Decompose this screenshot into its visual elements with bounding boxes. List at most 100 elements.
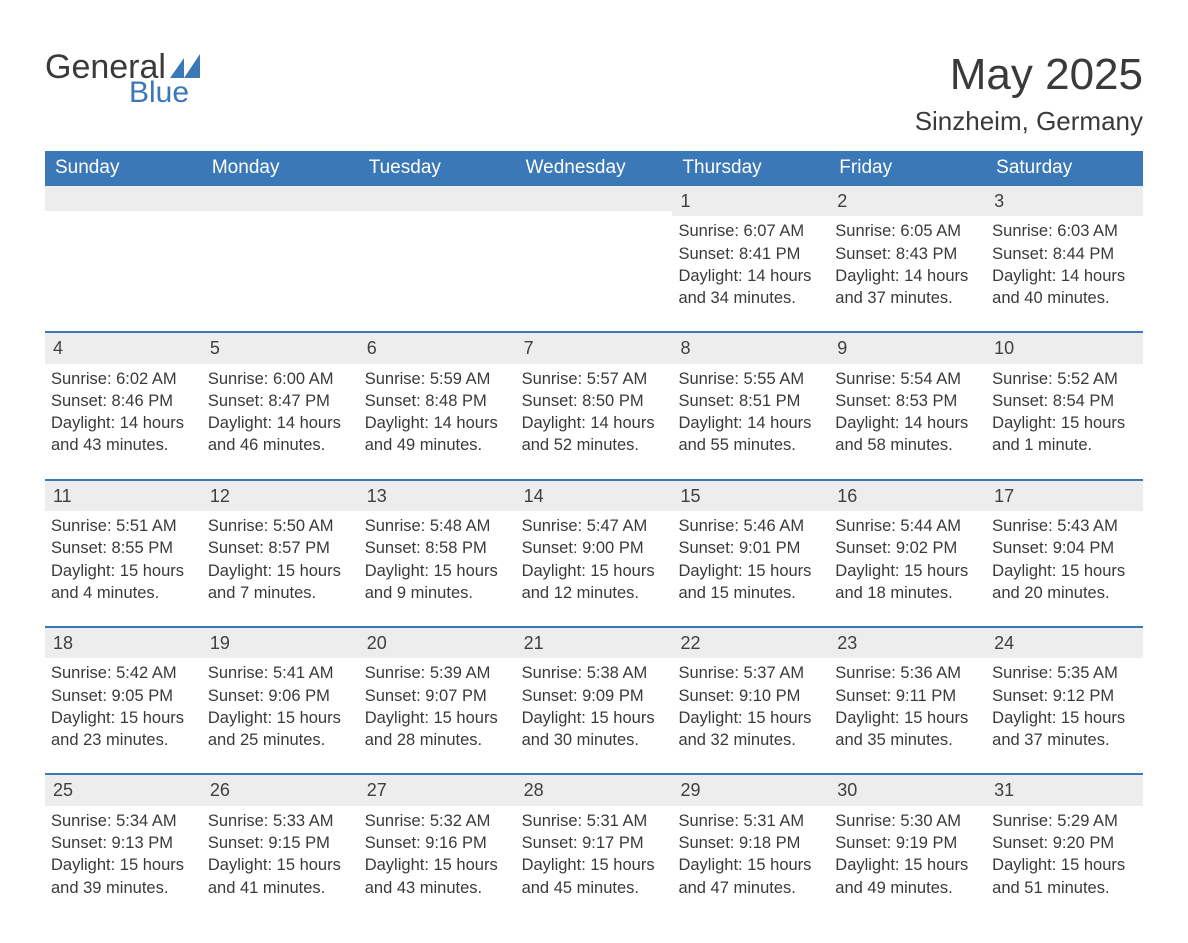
day-number: 26 [202,775,359,805]
sunrise-text: Sunrise: 5:42 AM [51,662,196,684]
day-number: 2 [829,186,986,216]
day-cell: 9Sunrise: 5:54 AMSunset: 8:53 PMDaylight… [829,333,986,460]
day-cell: 5Sunrise: 6:00 AMSunset: 8:47 PMDaylight… [202,333,359,460]
daylight-text: Daylight: 15 hours and 1 minute. [992,412,1137,457]
sunset-text: Sunset: 9:02 PM [835,537,980,559]
day-body: Sunrise: 5:29 AMSunset: 9:20 PMDaylight:… [986,806,1143,903]
day-number: 18 [45,628,202,658]
sunset-text: Sunset: 8:47 PM [208,390,353,412]
month-title: May 2025 [915,50,1143,100]
daylight-text: Daylight: 15 hours and 9 minutes. [365,560,510,605]
day-body: Sunrise: 5:33 AMSunset: 9:15 PMDaylight:… [202,806,359,903]
week-row: 1Sunrise: 6:07 AMSunset: 8:41 PMDaylight… [45,186,1143,313]
daylight-text: Daylight: 14 hours and 40 minutes. [992,265,1137,310]
sunrise-text: Sunrise: 5:52 AM [992,368,1137,390]
day-cell: 6Sunrise: 5:59 AMSunset: 8:48 PMDaylight… [359,333,516,460]
daylight-text: Daylight: 15 hours and 20 minutes. [992,560,1137,605]
title-block: May 2025 Sinzheim, Germany [915,50,1143,137]
sunrise-text: Sunrise: 5:51 AM [51,515,196,537]
day-cell: 11Sunrise: 5:51 AMSunset: 8:55 PMDayligh… [45,481,202,608]
day-number: 12 [202,481,359,511]
sunrise-text: Sunrise: 5:48 AM [365,515,510,537]
sunset-text: Sunset: 9:17 PM [522,832,667,854]
day-number: 31 [986,775,1143,805]
sunset-text: Sunset: 8:41 PM [678,243,823,265]
day-number: 28 [516,775,673,805]
sunrise-text: Sunrise: 6:07 AM [678,220,823,242]
sunrise-text: Sunrise: 6:02 AM [51,368,196,390]
sunrise-text: Sunrise: 5:38 AM [522,662,667,684]
weekday-header: Tuesday [359,151,516,186]
sunrise-text: Sunrise: 5:31 AM [522,810,667,832]
sunrise-text: Sunrise: 5:57 AM [522,368,667,390]
sunset-text: Sunset: 8:50 PM [522,390,667,412]
sunset-text: Sunset: 8:48 PM [365,390,510,412]
sunrise-text: Sunrise: 5:44 AM [835,515,980,537]
day-body: Sunrise: 5:50 AMSunset: 8:57 PMDaylight:… [202,511,359,608]
daylight-text: Daylight: 15 hours and 32 minutes. [678,707,823,752]
day-body [516,211,673,301]
daylight-text: Daylight: 15 hours and 12 minutes. [522,560,667,605]
day-cell: 7Sunrise: 5:57 AMSunset: 8:50 PMDaylight… [516,333,673,460]
weekday-header: Wednesday [516,151,673,186]
day-cell: 3 Sunrise: 6:03 AMSunset: 8:44 PMDaylight… [986,186,1143,313]
day-number: 3 [986,186,1143,216]
day-number: 9 [829,333,986,363]
day-cell: 27Sunrise: 5:32 AMSunset: 9:16 PMDayligh… [359,775,516,902]
daylight-text: Daylight: 15 hours and 18 minutes. [835,560,980,605]
empty-day [202,186,359,313]
weekday-header: Sunday [45,151,202,186]
day-cell: 19Sunrise: 5:41 AMSunset: 9:06 PMDayligh… [202,628,359,755]
day-body [202,211,359,301]
sunset-text: Sunset: 9:06 PM [208,685,353,707]
day-body: Sunrise: 5:30 AMSunset: 9:19 PMDaylight:… [829,806,986,903]
day-cell: 23Sunrise: 5:36 AMSunset: 9:11 PMDayligh… [829,628,986,755]
day-cell: 14Sunrise: 5:47 AMSunset: 9:00 PMDayligh… [516,481,673,608]
day-number: 7 [516,333,673,363]
sunrise-text: Sunrise: 5:37 AM [678,662,823,684]
top-row: General Blue May 2025 Sinzheim, Germany [45,50,1143,137]
sunrise-text: Sunrise: 5:32 AM [365,810,510,832]
sunrise-text: Sunrise: 6:03 AM [992,220,1137,242]
day-body [359,211,516,301]
day-body: Sunrise: 5:41 AMSunset: 9:06 PMDaylight:… [202,658,359,755]
daylight-text: Daylight: 15 hours and 4 minutes. [51,560,196,605]
day-body: Sunrise: 5:43 AMSunset: 9:04 PMDaylight:… [986,511,1143,608]
day-cell: 31Sunrise: 5:29 AMSunset: 9:20 PMDayligh… [986,775,1143,902]
daylight-text: Daylight: 14 hours and 58 minutes. [835,412,980,457]
daylight-text: Daylight: 15 hours and 51 minutes. [992,854,1137,899]
weekday-header: Monday [202,151,359,186]
day-number: 5 [202,333,359,363]
day-cell: 15Sunrise: 5:46 AMSunset: 9:01 PMDayligh… [672,481,829,608]
weekday-header-row: SundayMondayTuesdayWednesdayThursdayFrid… [45,151,1143,186]
sunset-text: Sunset: 9:19 PM [835,832,980,854]
day-cell: 16Sunrise: 5:44 AMSunset: 9:02 PMDayligh… [829,481,986,608]
day-number [45,186,202,211]
sunrise-text: Sunrise: 5:31 AM [678,810,823,832]
daylight-text: Daylight: 15 hours and 28 minutes. [365,707,510,752]
sunset-text: Sunset: 8:44 PM [992,243,1137,265]
day-number [516,186,673,211]
daylight-text: Daylight: 15 hours and 43 minutes. [365,854,510,899]
day-cell: 2Sunrise: 6:05 AMSunset: 8:43 PMDaylight… [829,186,986,313]
day-number [202,186,359,211]
daylight-text: Daylight: 15 hours and 49 minutes. [835,854,980,899]
daylight-text: Daylight: 14 hours and 43 minutes. [51,412,196,457]
day-number: 30 [829,775,986,805]
empty-day [516,186,673,313]
daylight-text: Daylight: 15 hours and 7 minutes. [208,560,353,605]
day-number: 8 [672,333,829,363]
day-cell: 13Sunrise: 5:48 AMSunset: 8:58 PMDayligh… [359,481,516,608]
calendar-page: General Blue May 2025 Sinzheim, Germany … [0,0,1188,943]
sunrise-text: Sunrise: 5:46 AM [678,515,823,537]
sunrise-text: Sunrise: 5:55 AM [678,368,823,390]
empty-day [359,186,516,313]
day-body: Sunrise: 6:02 AMSunset: 8:46 PMDaylight:… [45,364,202,461]
sunrise-text: Sunrise: 5:29 AM [992,810,1137,832]
sunrise-text: Sunrise: 5:47 AM [522,515,667,537]
logo-word-blue: Blue [129,78,204,108]
sunset-text: Sunset: 8:51 PM [678,390,823,412]
sunset-text: Sunset: 9:01 PM [678,537,823,559]
sunrise-text: Sunrise: 5:30 AM [835,810,980,832]
day-body: Sunrise: 5:57 AMSunset: 8:50 PMDaylight:… [516,364,673,461]
